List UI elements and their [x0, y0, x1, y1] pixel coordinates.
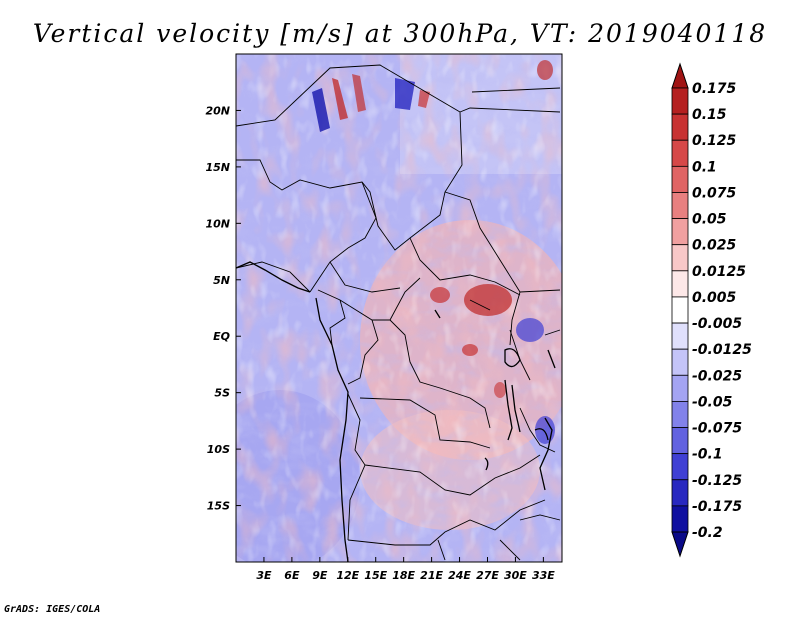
y-tick-label: EQ — [213, 330, 230, 343]
colorbar-swatch — [671, 505, 689, 533]
colorbar-level-label: -0.075 — [692, 421, 742, 437]
y-axis: 20N 15N 10N 5N EQ 5S 10S 15S — [205, 104, 241, 513]
country-borders — [236, 64, 561, 561]
x-tick-label: 21E — [420, 569, 443, 582]
x-tick-label: 33E — [532, 569, 555, 582]
y-tick-label: 15S — [207, 500, 230, 513]
y-tick-label: 10S — [207, 443, 230, 456]
colorbar-swatch — [671, 270, 689, 298]
colorbar-level-label: -0.025 — [692, 368, 742, 384]
colorbar-level-label: 0.0125 — [692, 264, 746, 280]
x-tick-label: 15E — [364, 569, 387, 582]
colorbar-swatch — [671, 374, 689, 402]
colorbar-level-label: 0.1 — [692, 159, 717, 175]
colorbar-swatch — [671, 113, 689, 141]
x-tick-label: 27E — [476, 569, 499, 582]
colorbar-level-label: 0.175 — [692, 81, 737, 97]
colorbar-level-label: 0.15 — [692, 107, 727, 123]
grads-credit: GrADS: IGES/COLA — [4, 604, 100, 615]
x-tick-label: 18E — [392, 569, 415, 582]
x-tick-label: 6E — [284, 569, 300, 582]
colorbar-swatch — [671, 192, 689, 219]
colorbar-level-label: -0.175 — [692, 499, 742, 515]
colorbar-swatch — [671, 139, 689, 167]
y-tick-label: 5S — [214, 387, 230, 400]
colorbar-swatch — [671, 348, 689, 376]
field-noise-white — [236, 54, 562, 562]
colorbar-level-label: -0.05 — [692, 394, 733, 410]
colorbar-max-arrow — [671, 62, 689, 89]
colorbar-swatch — [671, 87, 689, 115]
colorbar-level-label: 0.075 — [692, 185, 737, 201]
y-tick-label: 10N — [205, 217, 230, 230]
colorbar-level-label: -0.2 — [692, 525, 723, 541]
colorbar-swatch — [671, 218, 689, 246]
y-tick-label: 20N — [205, 104, 230, 117]
colorbar-level-label: -0.0125 — [692, 342, 752, 358]
colorbar-swatch — [671, 296, 689, 324]
colorbar-level-label: 0.005 — [692, 290, 737, 306]
coastlines — [236, 261, 556, 562]
colorbar-swatch — [671, 427, 689, 455]
colorbar-level-label: -0.005 — [692, 316, 742, 332]
colorbar-level-label: 0.125 — [692, 133, 737, 149]
colorbar-level-label: 0.025 — [692, 238, 737, 254]
colorbar-level-label: -0.1 — [692, 447, 723, 463]
colorbar-swatch — [671, 453, 689, 481]
plot-area — [236, 54, 562, 562]
colorbar-min-arrow — [671, 531, 689, 558]
strong-cells — [312, 60, 555, 444]
x-tick-label: 24E — [448, 569, 471, 582]
x-tick-label: 3E — [256, 569, 272, 582]
chart-title: Vertical velocity [m/s] at 300hPa, VT: 2… — [33, 19, 767, 48]
colorbar-level-label: 0.05 — [692, 212, 727, 228]
colorbar-swatch — [671, 479, 689, 507]
x-axis: 3E 6E 9E 12E 15E 18E 21E 24E 27E 30E 33E — [256, 557, 555, 582]
colorbar-swatch — [671, 322, 689, 350]
colorbar-swatch — [671, 165, 689, 193]
x-tick-label: 30E — [504, 569, 527, 582]
colorbar-level-label: -0.125 — [692, 473, 742, 489]
x-tick-label: 9E — [312, 569, 328, 582]
y-tick-label: 5N — [213, 274, 230, 287]
y-tick-label: 15N — [205, 161, 230, 174]
colorbar: 0.175 0.15 0.125 0.1 0.075 0.05 0.025 0.0125 0.0… — [671, 62, 752, 558]
plot-frame — [235, 53, 563, 563]
x-tick-label: 12E — [336, 569, 359, 582]
colorbar-swatch — [671, 401, 689, 428]
colorbar-swatch — [671, 244, 689, 272]
